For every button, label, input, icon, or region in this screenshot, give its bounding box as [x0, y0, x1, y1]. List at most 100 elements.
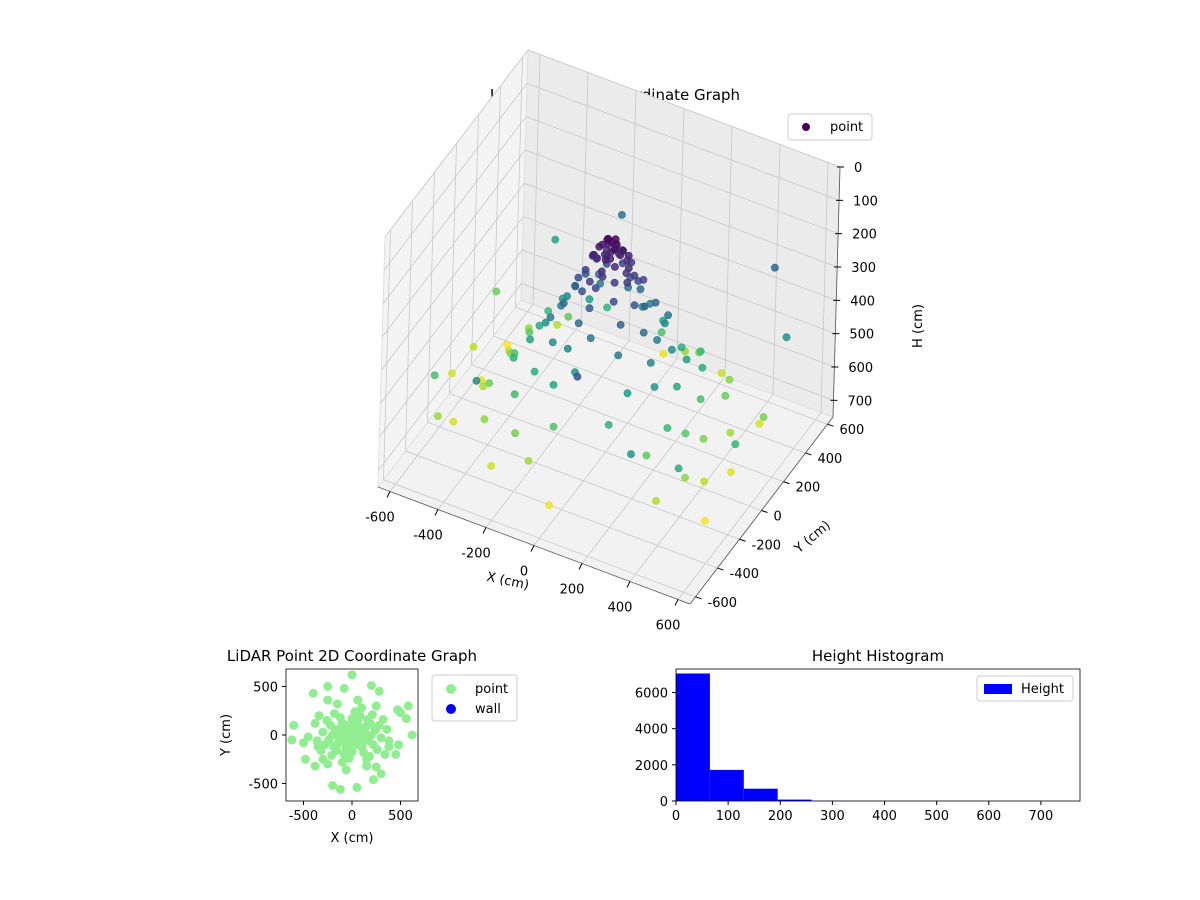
histogram-ytick-label: 2000 — [635, 759, 668, 774]
histogram-bar — [777, 799, 812, 801]
chart-2d-point — [300, 754, 310, 764]
chart-3d-ztick-label: 700 — [847, 394, 872, 409]
histogram-xtick-label: 700 — [1028, 809, 1053, 824]
chart-3d-point — [574, 273, 583, 282]
chart-3d-legend-marker — [802, 123, 810, 131]
chart-3d-point — [563, 344, 572, 353]
chart-3d-point — [469, 342, 478, 351]
chart-3d-xtick-mark — [434, 509, 439, 516]
chart-2d-point — [403, 701, 413, 711]
chart-3d-point — [639, 328, 648, 337]
chart-2d-point — [344, 753, 354, 763]
chart-3d-ztick-label: 300 — [851, 261, 876, 276]
chart-3d-point — [509, 353, 518, 362]
chart-2d-point — [380, 749, 390, 759]
chart-3d-ztick-label: 0 — [854, 161, 862, 176]
chart-3d-point — [597, 267, 606, 276]
chart-3d-point — [563, 292, 571, 300]
chart-3d-ztick-label: 600 — [848, 361, 873, 376]
chart-3d-point — [663, 424, 672, 432]
histogram-xtick-label: 400 — [872, 809, 897, 824]
chart-2d-point — [287, 735, 297, 745]
chart-3d-point — [589, 250, 598, 259]
chart-2d-point — [332, 699, 342, 709]
chart-3d-point — [603, 235, 612, 244]
chart-3d-point — [725, 375, 734, 384]
chart-3d-xtick-mark — [626, 581, 631, 588]
chart-3d-ztick-label: 500 — [849, 328, 874, 343]
chart-3d-point — [681, 473, 689, 482]
chart-3d-ytick-mark — [761, 510, 768, 513]
chart-2d-point — [362, 754, 372, 764]
chart-2d-point — [310, 718, 320, 728]
chart-2d-point — [357, 703, 367, 713]
histogram-legend: Height — [976, 675, 1074, 702]
histogram-xtick-label: 600 — [976, 809, 1001, 824]
chart-3d-gridline-z — [383, 82, 840, 271]
chart-2d-points-clipped — [287, 670, 417, 794]
chart-3d-ztick-label: 400 — [850, 294, 875, 309]
chart-3d-point — [524, 456, 533, 465]
chart-2d-ticks: -500 0 500 -500 0 500 — [248, 680, 412, 824]
chart-2d-legend-wall-label: wall — [475, 702, 501, 717]
chart-3d-panes — [377, 48, 841, 605]
chart-3d-point — [636, 285, 645, 294]
chart-2d-point — [299, 738, 308, 748]
chart-3d-point — [661, 319, 669, 328]
chart-3d-point — [511, 429, 519, 438]
chart-3d-gridline-z — [382, 116, 839, 304]
histogram-ticks: 0 100 200 300 400 500 600 700 0 2000 4000 6000 — [635, 687, 1053, 824]
chart-2d-point — [335, 784, 345, 794]
chart-3d-point — [682, 355, 691, 364]
chart-3d-point — [545, 501, 553, 509]
chart-2d-point — [372, 745, 382, 755]
chart-3d-point — [541, 318, 550, 327]
chart-3d-gridline-x — [533, 108, 685, 546]
chart-3d-xtick-label: 0 — [520, 565, 528, 580]
chart-3d-point — [650, 383, 659, 391]
chart-3d-point — [598, 240, 607, 249]
chart-2d-point — [382, 724, 392, 734]
chart-3d-xtick-mark — [530, 545, 535, 552]
chart-2d-point — [396, 708, 405, 718]
histogram-ytick-label: 6000 — [635, 687, 668, 702]
chart-2d-point — [353, 695, 363, 705]
chart-3d-point — [564, 312, 573, 321]
chart-3d-point — [581, 265, 590, 274]
chart-3d-point — [591, 284, 600, 292]
chart-3d-point — [487, 462, 496, 470]
chart-3d-point — [627, 450, 635, 458]
chart-2d-point — [366, 681, 376, 690]
chart-3d-gridline-y — [383, 229, 696, 598]
chart-3d-point — [677, 343, 686, 352]
histogram-bar — [743, 788, 778, 801]
chart-3d-point — [642, 451, 651, 460]
chart-3d-point — [585, 277, 594, 286]
histogram-xtick-label: 300 — [820, 809, 845, 824]
chart-3d-xtick-label: -200 — [461, 547, 491, 562]
chart-3d-point — [782, 333, 791, 342]
chart-2d-point — [322, 715, 332, 725]
chart-2d-xtick-label: -500 — [289, 809, 319, 824]
chart-2d-ytick-label: 0 — [270, 729, 278, 744]
chart-3d-gridline-y — [493, 85, 806, 454]
chart-3d-point — [526, 335, 534, 344]
chart-3d-point — [618, 210, 626, 219]
histogram-bars — [676, 673, 981, 801]
chart-3d-gridline-y — [449, 143, 762, 511]
chart-3d-point — [530, 367, 539, 376]
histogram-legend-swatch — [984, 684, 1012, 694]
chart-3d-point — [614, 351, 623, 360]
chart-3d-point — [630, 301, 639, 310]
chart-3d-gridline-z — [379, 249, 835, 438]
chart-3d-xtick-mark — [674, 599, 679, 606]
chart-3d-ztick-label: 100 — [853, 194, 878, 209]
chart-3d-point — [659, 349, 668, 358]
chart-3d-ticks: -600 -400 -200 0 200 400 600 -600 -400 -200 0 200 40… — [365, 161, 878, 634]
chart-3d-xtick-mark — [482, 527, 487, 534]
chart-3d-gridline-y — [471, 114, 784, 483]
chart-3d-point — [574, 319, 583, 328]
chart-2d-point — [371, 701, 381, 711]
histogram-title: Height Histogram — [812, 647, 944, 665]
chart-2d-point — [347, 747, 357, 756]
